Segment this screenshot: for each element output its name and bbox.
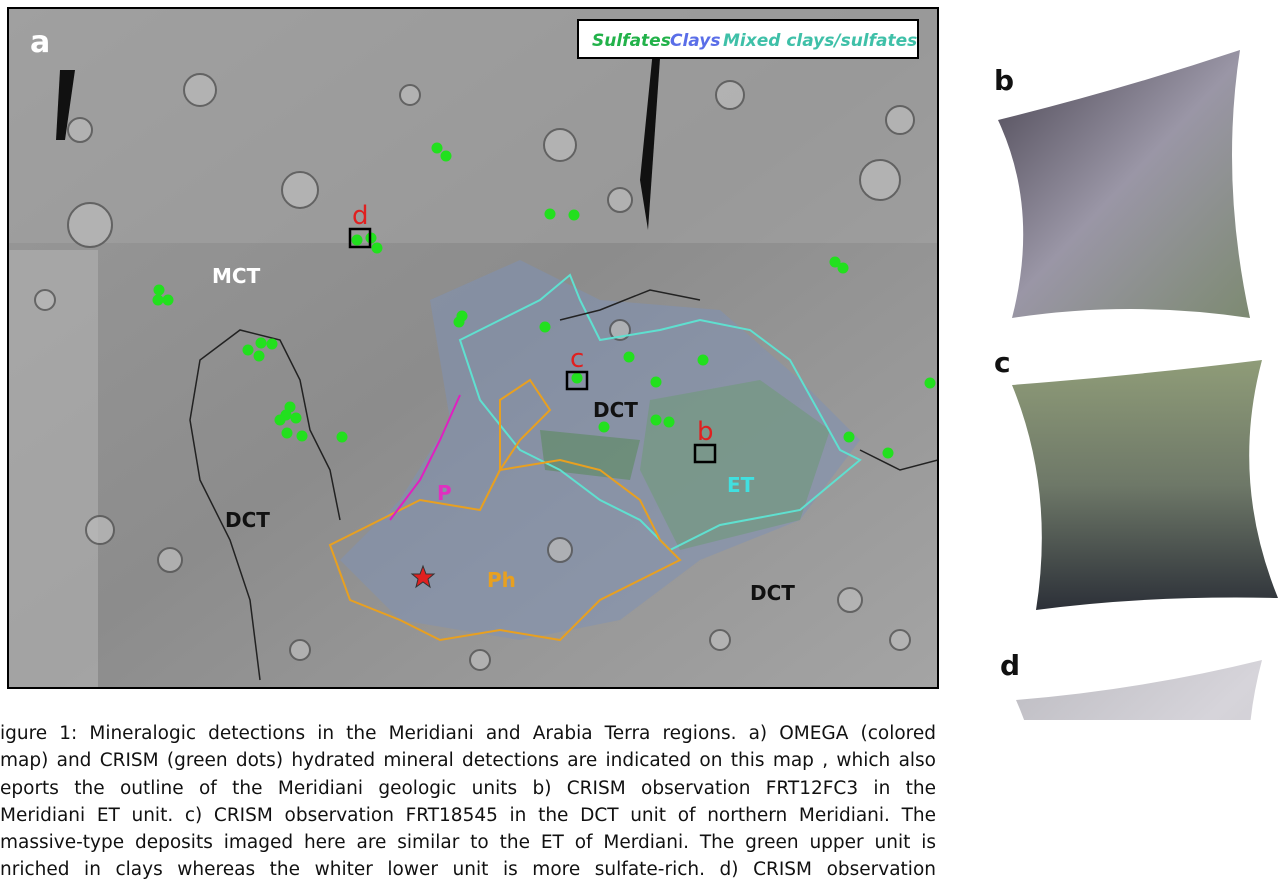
detection-dot (243, 345, 254, 356)
crater (716, 81, 744, 109)
unit-label: P (437, 481, 452, 505)
legend-entry: Mixed clays/sulfates (723, 31, 917, 51)
crism-image (1012, 360, 1278, 610)
detection-dot (624, 352, 635, 363)
page: {"map": {"panel_label": "a", "legend": {… (0, 0, 1282, 894)
detection-dot (291, 413, 302, 424)
detection-dot (651, 377, 662, 388)
detection-dot (454, 317, 465, 328)
caption-line: igure 1: Mineralogic detections in the M… (0, 720, 936, 747)
detection-dot (698, 355, 709, 366)
crater (184, 74, 216, 106)
panel-label: c (994, 346, 1011, 379)
detection-dot (540, 322, 551, 333)
figure: a Sulfates Clays Mixed clays/sulfates MC… (0, 0, 1282, 720)
detection-dot (651, 415, 662, 426)
caption-line: massive-type deposits imaged here are si… (0, 829, 936, 856)
crater (158, 548, 182, 572)
panel-label: b (994, 64, 1014, 97)
detection-dot (432, 143, 443, 154)
crater (35, 290, 55, 310)
detection-dot (569, 210, 580, 221)
detection-dot (153, 295, 164, 306)
site-label: c (570, 344, 584, 374)
unit-label: DCT (593, 398, 638, 422)
detection-dot (883, 448, 894, 459)
crater (290, 640, 310, 660)
detection-dot (254, 351, 265, 362)
detection-dot (337, 432, 348, 443)
site-label: b (697, 417, 714, 447)
crater (860, 160, 900, 200)
detection-dot (352, 235, 363, 246)
detection-dot (572, 373, 583, 384)
crater (886, 106, 914, 134)
crater (710, 630, 730, 650)
unit-label: DCT (225, 508, 270, 532)
crater (470, 650, 490, 670)
crism-image (1016, 660, 1272, 720)
unit-label: ET (727, 473, 755, 497)
detection-dot (297, 431, 308, 442)
map-image (8, 8, 938, 688)
caption-line: map) and CRISM (green dots) hydrated min… (0, 747, 936, 774)
detection-dot (282, 428, 293, 439)
legend-entry: Clays (670, 31, 720, 51)
caption: igure 1: Mineralogic detections in the M… (0, 720, 936, 884)
crater (548, 538, 572, 562)
detection-dot (267, 339, 278, 350)
crater (68, 203, 112, 247)
detection-dot (545, 209, 556, 220)
crater (890, 630, 910, 650)
crater (68, 118, 92, 142)
detection-dot (256, 338, 267, 349)
detection-dot (925, 378, 936, 389)
detection-dot (372, 243, 383, 254)
detection-dot (275, 415, 286, 426)
unit-label: DCT (750, 581, 795, 605)
site-label: d (352, 201, 369, 231)
panel-label: d (1000, 649, 1020, 682)
caption-line: eports the outline of the Meridiani geol… (0, 775, 936, 802)
unit-label: MCT (212, 264, 261, 288)
detection-dot (844, 432, 855, 443)
crater (608, 188, 632, 212)
crater (86, 516, 114, 544)
unit-label: Ph (487, 568, 516, 592)
crater (400, 85, 420, 105)
detection-dot (599, 422, 610, 433)
detection-dot (838, 263, 849, 274)
detection-dot (154, 285, 165, 296)
crater (282, 172, 318, 208)
crater (838, 588, 862, 612)
detection-dot (664, 417, 675, 428)
legend-entry: Sulfates (592, 31, 671, 51)
crater (544, 129, 576, 161)
crism-image (998, 50, 1250, 318)
panel-label: a (30, 25, 50, 60)
detection-dot (441, 151, 452, 162)
detection-dot (163, 295, 174, 306)
caption-line: nriched in clays whereas the whiter lowe… (0, 856, 936, 883)
caption-line: Meridiani ET unit. c) CRISM observation … (0, 802, 936, 829)
